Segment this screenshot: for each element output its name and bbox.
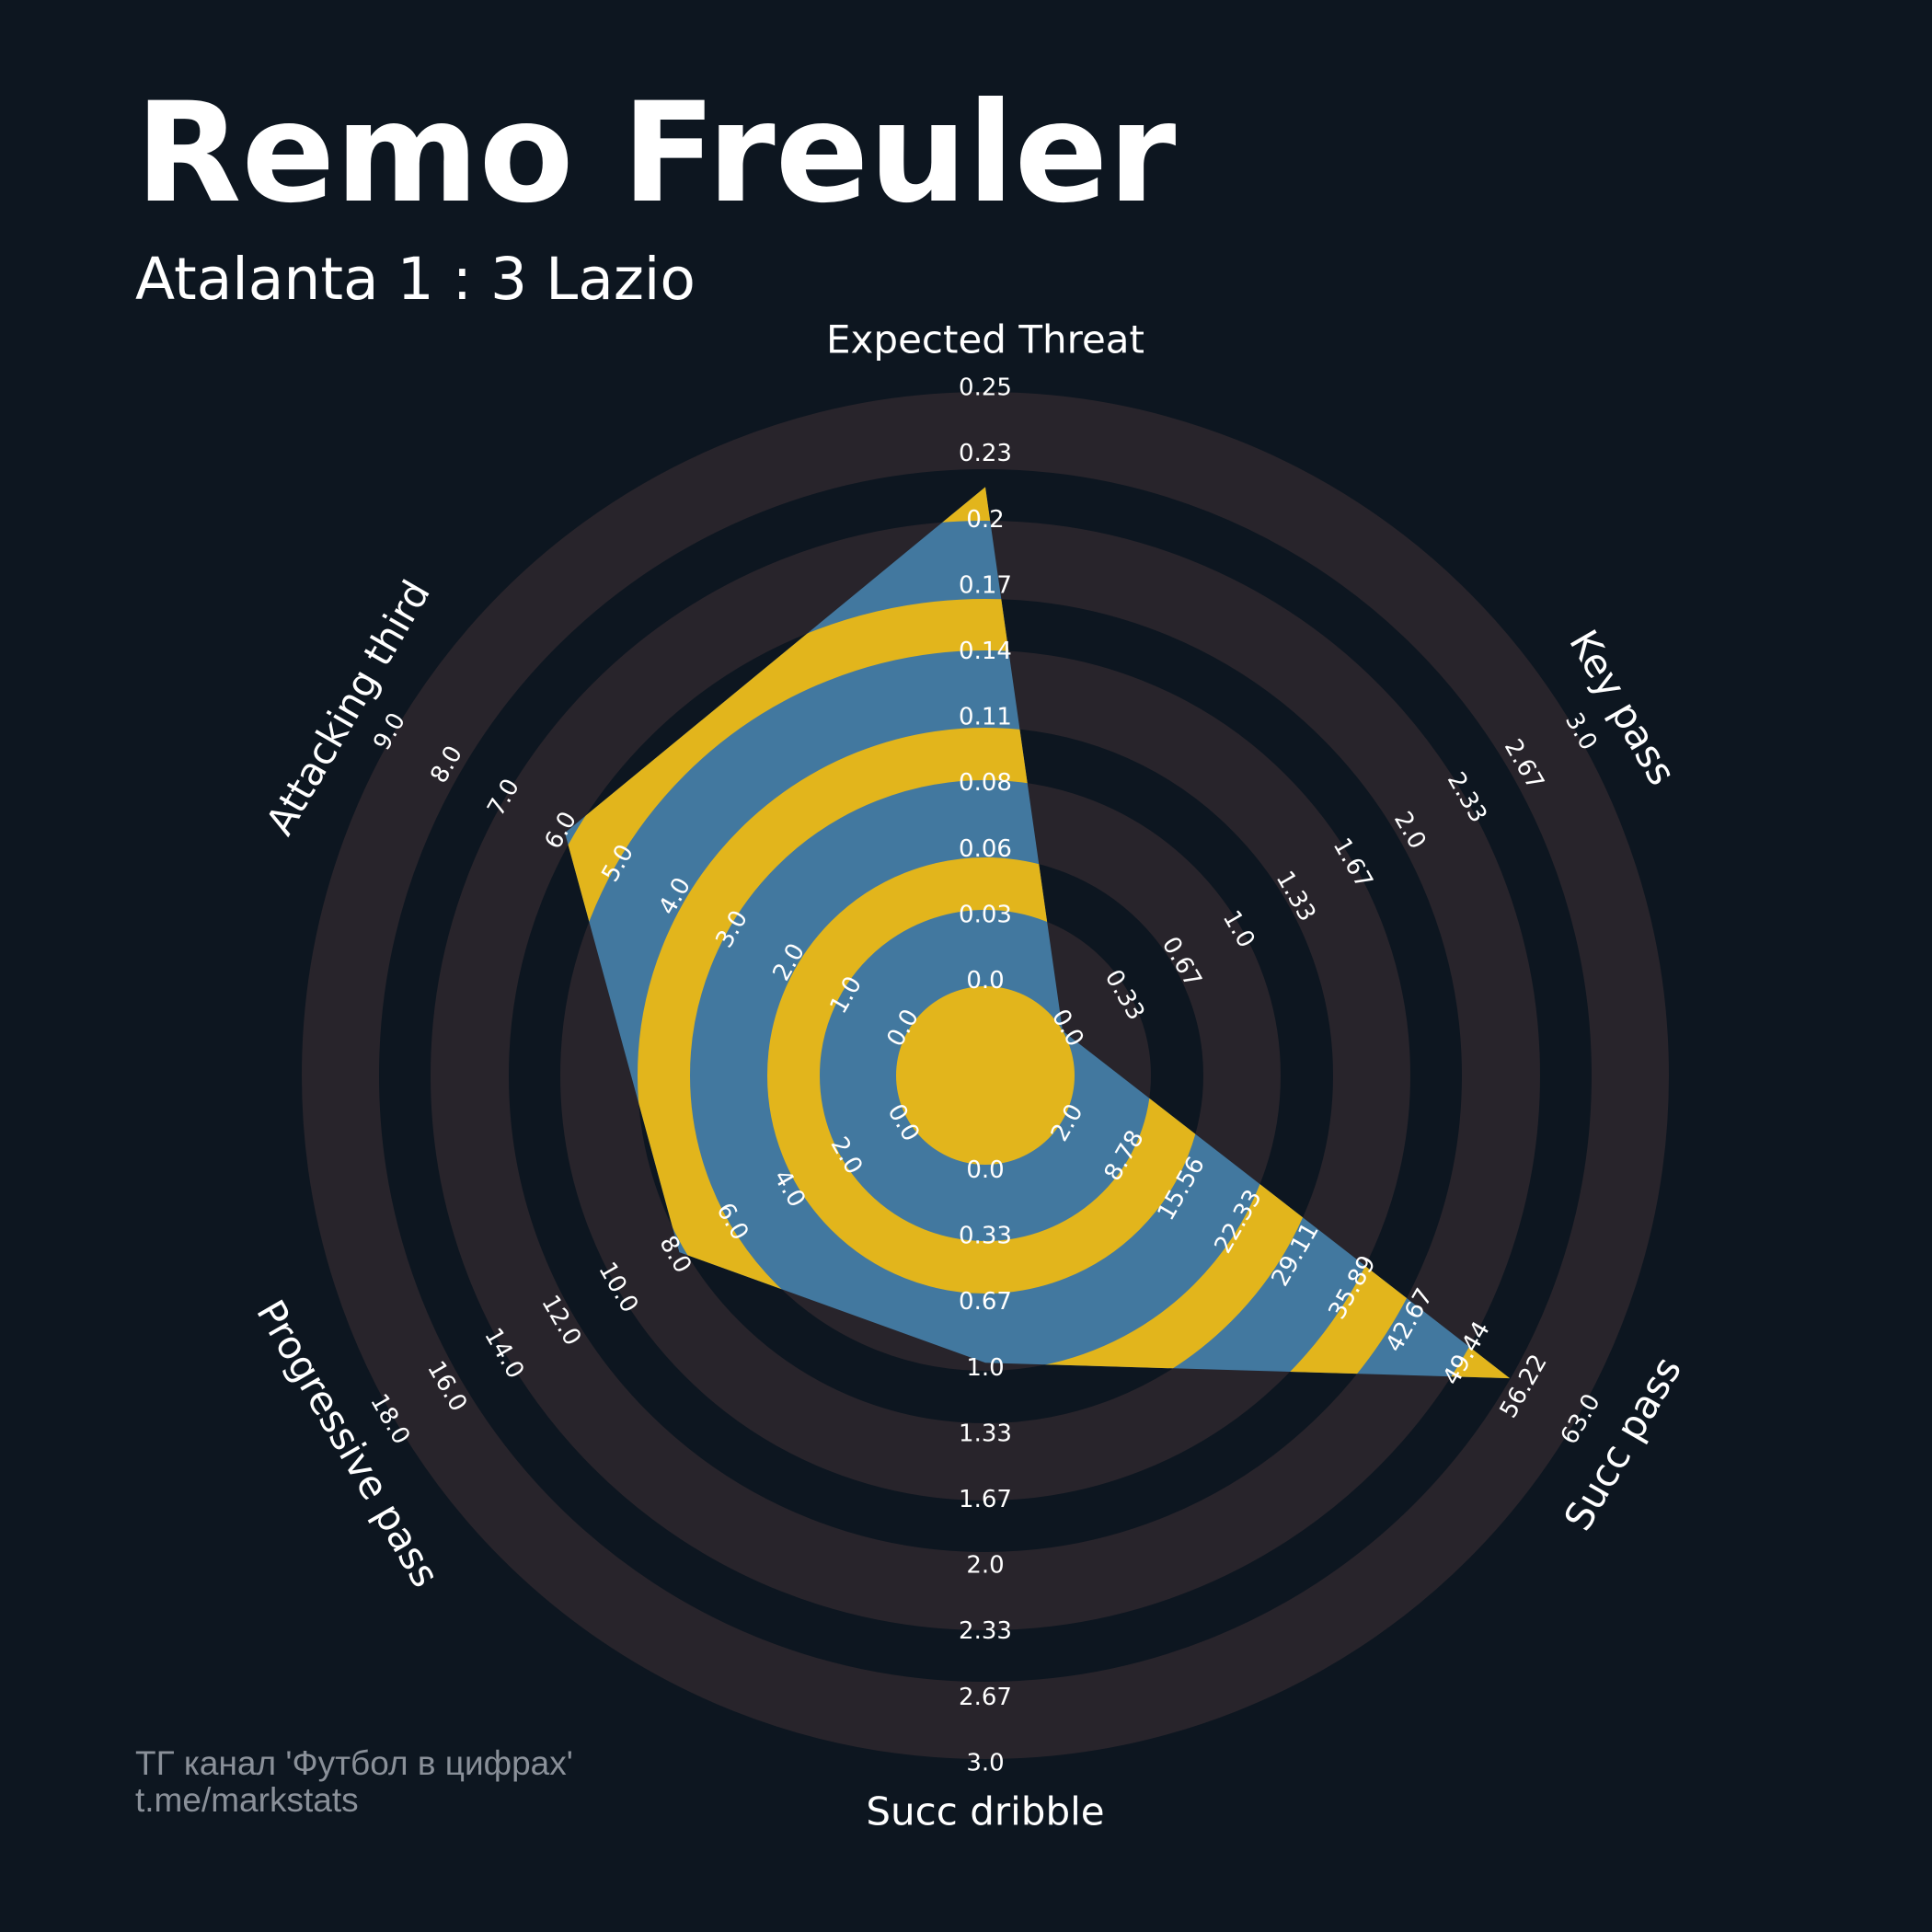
ring-4 <box>302 392 1669 1759</box>
tick-label: 2.67 <box>959 1684 1012 1711</box>
axis-title: Succ dribble <box>866 1789 1104 1834</box>
tick-label: 1.67 <box>959 1486 1012 1513</box>
tick-label: 0.67 <box>959 1288 1012 1316</box>
tick-label: 0.08 <box>959 769 1012 797</box>
tick-label: 2.0 <box>966 1552 1004 1580</box>
chart-title: Remo Freuler <box>135 74 1177 234</box>
tick-label: 0.33 <box>959 1223 1012 1250</box>
tick-label: 1.33 <box>959 1420 1012 1447</box>
stripe-3 <box>565 487 1511 1379</box>
tick-label: 0.03 <box>959 901 1012 928</box>
tick-label: 2.33 <box>959 1617 1012 1645</box>
chart-subtitle: Atalanta 1 : 3 Lazio <box>135 246 696 313</box>
tick-label: 0.17 <box>959 571 1012 599</box>
tick-label: 0.0 <box>966 1156 1004 1184</box>
footer-link[interactable]: t.me/markstats <box>135 1781 359 1819</box>
tick-label: 0.23 <box>959 440 1012 467</box>
tick-label: 0.0 <box>966 967 1004 995</box>
center-stripe <box>896 986 1075 1165</box>
tick-label: 0.06 <box>959 835 1012 863</box>
tick-label: 0.14 <box>959 638 1012 665</box>
footer-channel: ТГ канал 'Футбол в цифрах' <box>135 1744 573 1782</box>
tick-label: 3.0 <box>966 1749 1004 1777</box>
tick-label: 0.11 <box>959 704 1012 731</box>
axis-title: Expected Threat <box>826 317 1144 362</box>
tick-label: 0.25 <box>959 374 1012 402</box>
tick-label: 0.2 <box>966 506 1004 534</box>
tick-label: 1.0 <box>966 1354 1004 1382</box>
